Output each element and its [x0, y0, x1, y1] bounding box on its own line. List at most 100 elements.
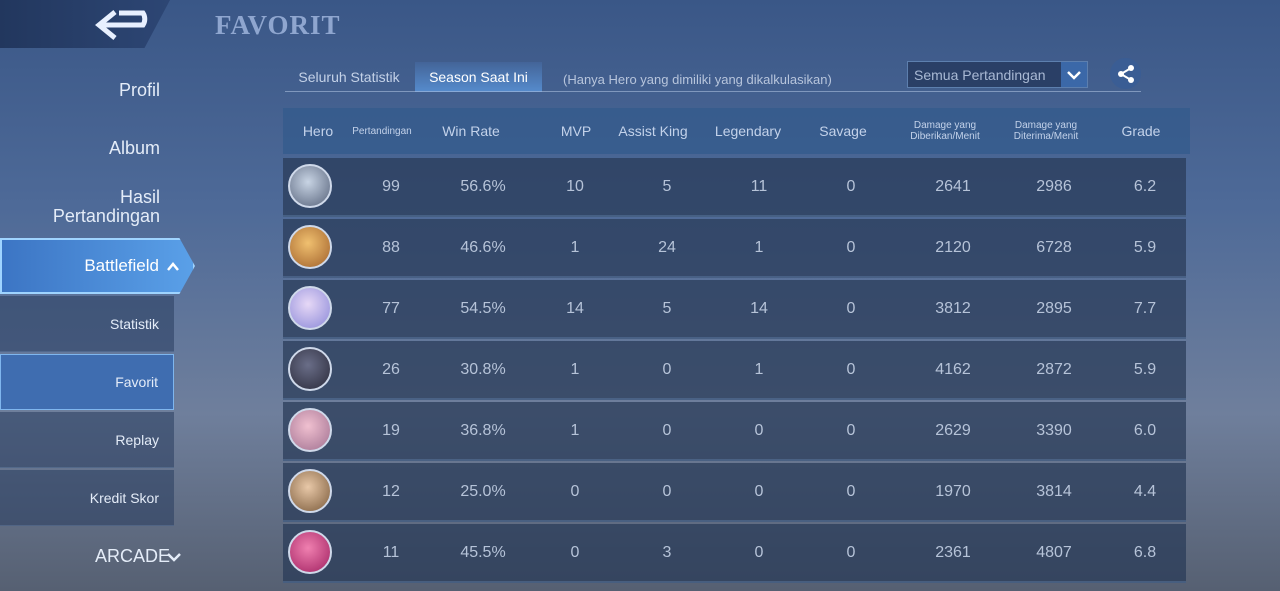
table-cell: 0 — [846, 483, 856, 500]
table-cell: 1 — [570, 361, 580, 378]
table-cell: 7.7 — [1133, 300, 1157, 317]
table-cell: 2895 — [1036, 300, 1072, 317]
table-cell: 1 — [570, 422, 580, 439]
table-cell: 0 — [662, 361, 672, 378]
table-cell: 5 — [662, 300, 672, 317]
table-cell: 0 — [846, 544, 856, 561]
table-header: Hero Pertandingan Win Rate MVP Assist King Le… — [283, 108, 1190, 154]
submenu-item-active[interactable]: Favorit — [0, 354, 174, 410]
table-cell: 19 — [382, 422, 400, 439]
menu-item[interactable]: Album — [108, 138, 160, 158]
table-cell: 2641 — [935, 178, 971, 195]
table-cell: 11 — [382, 544, 400, 561]
menu-label: Battlefield — [84, 256, 159, 275]
table-cell: 1 — [754, 361, 764, 378]
hero-avatar — [288, 286, 332, 330]
table-cell: 0 — [846, 422, 856, 439]
table-cell: 45.5% — [460, 544, 506, 561]
table-cell: 14 — [566, 300, 584, 317]
table-cell: 5 — [662, 178, 672, 195]
table-cell: 5.9 — [1133, 361, 1157, 378]
table-cell: 2120 — [935, 239, 971, 256]
table-row: 77 54.5% 14 5 14 0 3812 2895 7.7 — [283, 280, 1186, 339]
table-cell: 2872 — [1036, 361, 1072, 378]
hero-avatar — [288, 408, 332, 452]
menu-item[interactable]: Profil — [118, 80, 160, 100]
table-cell: 4162 — [935, 361, 971, 378]
table-row: 99 56.6% 10 5 11 0 2641 2986 6.2 — [283, 158, 1186, 217]
table-cell: 1 — [570, 239, 580, 256]
column-header: MVP — [560, 123, 592, 139]
menu-item[interactable]: ARCADE — [94, 546, 170, 566]
submenu-item[interactable]: Kredit Skor — [0, 470, 174, 526]
table-cell: 5.9 — [1133, 239, 1157, 256]
table-cell: 36.8% — [460, 422, 506, 439]
table-cell: 3 — [662, 544, 672, 561]
table-cell: 0 — [846, 361, 856, 378]
menu-item[interactable]: Hasil Pertandingan — [52, 187, 160, 226]
column-header: Damage yang Diterima/Menit — [1013, 120, 1079, 142]
table-cell: 0 — [662, 483, 672, 500]
column-header: Pertandingan — [352, 125, 412, 137]
table-cell: 4807 — [1036, 544, 1072, 561]
hero-avatar — [288, 469, 332, 513]
column-header: Win Rate — [442, 123, 500, 139]
table-cell: 0 — [570, 483, 580, 500]
column-header: Legendary — [714, 123, 782, 139]
table-cell: 0 — [846, 178, 856, 195]
table-cell: 56.6% — [460, 178, 506, 195]
table-cell: 0 — [570, 544, 580, 561]
table-row: 26 30.8% 1 0 1 0 4162 2872 5.9 — [283, 341, 1186, 400]
dropdown-label: Semua Pertandingan — [914, 66, 1046, 83]
dropdown[interactable]: Semua Pertandingan — [907, 61, 1088, 88]
table-cell: 46.6% — [460, 239, 506, 256]
share-icon — [1117, 64, 1134, 83]
hero-avatar — [288, 347, 332, 391]
column-header: Damage yang Diberikan/Menit — [910, 120, 980, 142]
table-cell: 0 — [846, 239, 856, 256]
tab-divider — [285, 91, 1141, 92]
table-row: 88 46.6% 1 24 1 0 2120 6728 5.9 — [283, 219, 1186, 278]
table-cell: 1970 — [935, 483, 971, 500]
table-cell: 30.8% — [460, 361, 506, 378]
table-cell: 77 — [382, 300, 400, 317]
column-header: Hero — [302, 123, 334, 139]
share-button[interactable] — [1110, 58, 1141, 89]
table-cell: 2361 — [935, 544, 971, 561]
table-cell: 0 — [754, 483, 764, 500]
note: (Hanya Hero yang dimiliki yang dikalkula… — [563, 72, 832, 87]
menu-item-active[interactable]: Battlefield — [0, 238, 195, 294]
column-header: Assist King — [618, 123, 688, 139]
table-row: 11 45.5% 0 3 0 0 2361 4807 6.8 — [283, 524, 1186, 583]
table-cell: 6.8 — [1133, 544, 1157, 561]
table-cell: 24 — [658, 239, 676, 256]
table-cell: 6728 — [1036, 239, 1072, 256]
table-cell: 0 — [846, 300, 856, 317]
table-cell: 2629 — [935, 422, 971, 439]
table-cell: 26 — [382, 361, 400, 378]
table-cell: 99 — [382, 178, 400, 195]
hero-avatar — [288, 530, 332, 574]
tab-active[interactable]: Season Saat Ini — [415, 62, 542, 92]
back-button[interactable] — [0, 0, 170, 48]
submenu-item[interactable]: Statistik — [0, 296, 174, 352]
table-row: 12 25.0% 0 0 0 0 1970 3814 4.4 — [283, 463, 1186, 522]
table-cell: 54.5% — [460, 300, 506, 317]
table-cell: 0 — [754, 544, 764, 561]
table-cell: 0 — [754, 422, 764, 439]
tab[interactable]: Seluruh Statistik — [298, 69, 400, 85]
table-cell: 0 — [662, 422, 672, 439]
submenu-item[interactable]: Replay — [0, 412, 174, 468]
table-cell: 6.0 — [1133, 422, 1157, 439]
page-title: FAVORIT — [215, 10, 341, 40]
column-header: Grade — [1121, 123, 1161, 139]
table-cell: 3390 — [1036, 422, 1072, 439]
table-cell: 12 — [382, 483, 400, 500]
table-cell: 88 — [382, 239, 400, 256]
table-cell: 6.2 — [1133, 178, 1157, 195]
dropdown-button — [1061, 62, 1087, 87]
chevron-up — [167, 262, 179, 271]
back-icon — [95, 10, 148, 40]
table-cell: 3812 — [935, 300, 971, 317]
